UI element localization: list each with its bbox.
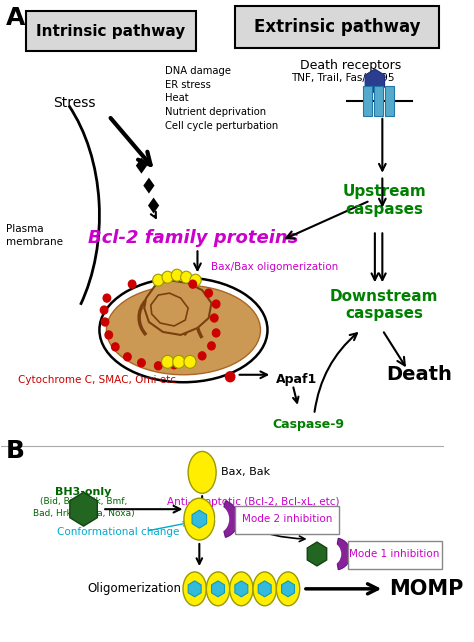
Text: Bax, Bak: Bax, Bak — [221, 467, 270, 478]
Circle shape — [171, 269, 182, 281]
Wedge shape — [336, 538, 351, 569]
Text: Upstream
caspases: Upstream caspases — [342, 184, 426, 217]
FancyBboxPatch shape — [235, 506, 339, 534]
Text: Bax/Bax oligomerization: Bax/Bax oligomerization — [211, 262, 339, 272]
Text: Apaf1: Apaf1 — [276, 373, 317, 386]
FancyBboxPatch shape — [26, 12, 196, 51]
Ellipse shape — [107, 285, 261, 375]
Ellipse shape — [100, 278, 267, 382]
Circle shape — [162, 356, 173, 369]
Circle shape — [184, 358, 192, 366]
Text: Mode 1 inhibition: Mode 1 inhibition — [349, 549, 440, 559]
Text: Downstream
caspases: Downstream caspases — [330, 289, 438, 321]
Circle shape — [124, 353, 131, 361]
Wedge shape — [221, 501, 238, 537]
Ellipse shape — [188, 451, 216, 493]
Text: BH3-only: BH3-only — [55, 487, 112, 498]
Circle shape — [162, 271, 173, 283]
Circle shape — [173, 356, 185, 369]
Text: Death: Death — [387, 365, 453, 385]
Text: Extrinsic pathway: Extrinsic pathway — [254, 18, 421, 37]
Circle shape — [212, 329, 220, 337]
Ellipse shape — [206, 572, 230, 606]
Wedge shape — [215, 505, 229, 534]
Circle shape — [128, 280, 136, 288]
Bar — [363, 86, 372, 116]
Polygon shape — [307, 542, 327, 566]
Circle shape — [101, 318, 109, 326]
Ellipse shape — [253, 572, 276, 606]
Circle shape — [190, 274, 201, 286]
Circle shape — [153, 274, 164, 286]
PathPatch shape — [151, 293, 188, 326]
Circle shape — [189, 280, 197, 288]
Ellipse shape — [230, 572, 253, 606]
Polygon shape — [136, 158, 147, 173]
Polygon shape — [70, 492, 97, 526]
Circle shape — [111, 343, 119, 351]
Circle shape — [170, 361, 178, 369]
Circle shape — [205, 289, 212, 297]
Circle shape — [138, 359, 145, 367]
Circle shape — [155, 362, 162, 370]
PathPatch shape — [144, 280, 211, 335]
Circle shape — [208, 342, 215, 350]
Circle shape — [103, 294, 110, 302]
Text: Oligomerization: Oligomerization — [87, 582, 181, 595]
Text: Mode 2 inhibition: Mode 2 inhibition — [242, 514, 332, 524]
Bar — [385, 86, 394, 116]
Text: TNF, Trail, Fas/CD95: TNF, Trail, Fas/CD95 — [291, 73, 394, 83]
Circle shape — [199, 352, 206, 360]
Text: Death receptors: Death receptors — [300, 59, 401, 72]
Ellipse shape — [184, 498, 215, 540]
Text: B: B — [6, 440, 25, 464]
Circle shape — [100, 306, 108, 314]
Bar — [374, 86, 383, 116]
Circle shape — [181, 271, 192, 283]
Text: Intrinsic pathway: Intrinsic pathway — [36, 24, 185, 39]
Circle shape — [210, 314, 218, 322]
FancyBboxPatch shape — [348, 541, 442, 569]
Ellipse shape — [276, 572, 300, 606]
Text: DNA damage
ER stress
Heat
Nutrient deprivation
Cell cycle perturbation: DNA damage ER stress Heat Nutrient depri… — [165, 66, 278, 130]
Text: Anti-apoptotic (Bcl-2, Bcl-xL, etc): Anti-apoptotic (Bcl-2, Bcl-xL, etc) — [167, 498, 340, 507]
Wedge shape — [330, 542, 341, 566]
Circle shape — [184, 356, 196, 369]
Text: Bcl-2 family proteins: Bcl-2 family proteins — [88, 229, 298, 247]
Circle shape — [226, 372, 235, 382]
Circle shape — [105, 331, 112, 339]
Text: (Bid, Bim, Bik, Bmf,
Bad, Hrk, Puma, Noxa): (Bid, Bim, Bik, Bmf, Bad, Hrk, Puma, Nox… — [33, 498, 134, 517]
Text: MOMP: MOMP — [389, 579, 463, 599]
Text: Plasma
membrane: Plasma membrane — [6, 224, 63, 247]
Text: Cytochrome C, SMAC, Omi etc: Cytochrome C, SMAC, Omi etc — [18, 375, 176, 385]
FancyBboxPatch shape — [235, 6, 439, 48]
Polygon shape — [365, 69, 384, 93]
Text: Caspase-9: Caspase-9 — [272, 417, 344, 431]
Polygon shape — [148, 198, 159, 214]
Circle shape — [212, 300, 220, 308]
Text: Conformational change: Conformational change — [57, 527, 180, 537]
Text: Stress: Stress — [53, 96, 95, 110]
Text: A: A — [6, 6, 26, 30]
Ellipse shape — [183, 572, 206, 606]
Polygon shape — [143, 178, 155, 193]
